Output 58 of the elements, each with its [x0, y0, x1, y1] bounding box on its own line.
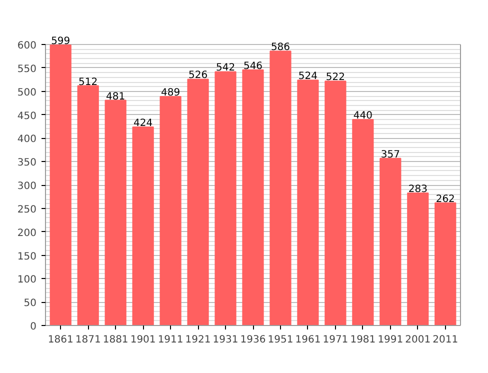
x-tick-label: 1871: [75, 334, 101, 346]
y-tick-label: 50: [24, 298, 37, 310]
x-tick-label: 2011: [432, 334, 458, 346]
bar: [77, 85, 99, 326]
y-tick-label: 200: [17, 228, 37, 239]
data-label: 542: [216, 62, 236, 74]
bar: [132, 126, 154, 326]
data-label: 599: [51, 36, 70, 48]
bar: [187, 78, 209, 326]
x-tick-label: 1951: [268, 334, 294, 346]
x-tick-label: 1861: [48, 334, 74, 346]
x-tick-label: 1901: [130, 334, 156, 346]
x-tick-label: 1881: [102, 334, 128, 346]
bar: [434, 202, 456, 326]
bar: [160, 96, 182, 326]
data-label: 424: [134, 118, 153, 129]
data-label: 481: [106, 91, 126, 102]
bar: [214, 71, 236, 326]
data-label: 283: [408, 184, 428, 195]
y-tick-label: 0: [30, 322, 37, 332]
x-tick-label: 2001: [405, 334, 431, 346]
bar: [270, 50, 292, 326]
data-label: 512: [78, 76, 98, 88]
data-label: 526: [188, 70, 208, 82]
data-label: 440: [353, 110, 372, 122]
bar: [242, 69, 264, 326]
data-label: 586: [270, 42, 290, 54]
bar: [407, 192, 429, 326]
bar: [297, 80, 319, 326]
bar: [324, 80, 346, 326]
data-label: 546: [243, 60, 263, 72]
x-tick-label: 1936: [240, 334, 266, 346]
x-tick-label: 1971: [322, 334, 348, 346]
y-tick-label: 550: [17, 64, 37, 75]
x-tick-label: 1931: [212, 334, 238, 346]
y-tick-label: 100: [17, 274, 37, 286]
data-label: 357: [380, 149, 400, 160]
y-tick-label: 400: [17, 134, 37, 146]
data-label: 489: [161, 88, 180, 99]
y-tick-label: 500: [17, 87, 37, 98]
y-tick-label: 350: [17, 158, 37, 169]
data-label: 522: [326, 72, 345, 84]
x-tick-label: 1921: [185, 334, 211, 346]
y-tick-label: 250: [17, 204, 37, 216]
x-tick-label: 1991: [378, 334, 404, 346]
y-tick-label: 150: [17, 251, 37, 262]
bar: [352, 118, 374, 326]
y-tick-label: 600: [17, 40, 37, 52]
x-tick-label: 1911: [158, 334, 184, 346]
data-label: 262: [436, 194, 455, 205]
y-tick-label: 300: [17, 181, 37, 192]
bar: [50, 44, 72, 326]
bar: [104, 100, 126, 326]
bar: [380, 158, 402, 326]
y-tick-label: 450: [17, 110, 37, 122]
x-tick-label: 1961: [295, 334, 321, 346]
x-tick-label: 1981: [350, 334, 376, 346]
data-label: 524: [298, 71, 318, 82]
